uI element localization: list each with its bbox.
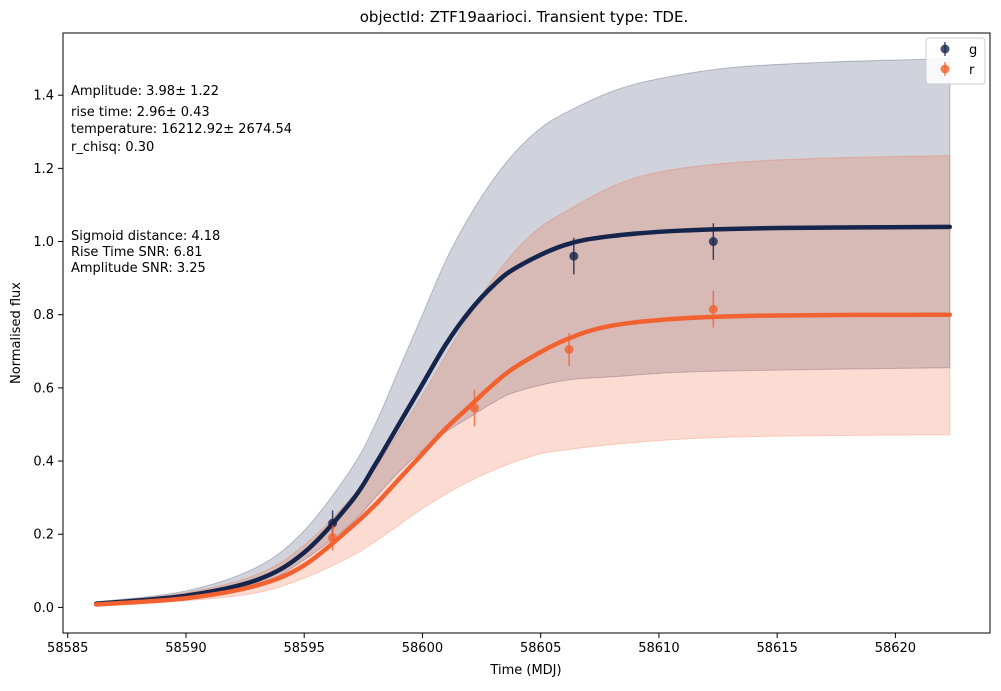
legend-label-r: r (969, 63, 975, 78)
annotation-sigmoid-distance: Sigmoid distance: 4.18 (71, 229, 220, 244)
y-tick-label: 0.2 (33, 528, 54, 543)
x-tick-label: 58620 (875, 641, 916, 656)
x-axis-ticks: 58585 58590 58595 58600 58605 58610 58615 58620 (47, 633, 916, 656)
point-r-1 (469, 403, 479, 413)
point-r-3 (708, 304, 718, 314)
band-r (95, 155, 951, 607)
curve-r (93, 312, 953, 607)
annotation-amplitude-snr: Amplitude SNR: 3.25 (71, 261, 206, 276)
x-tick-label: 58595 (284, 641, 325, 656)
legend-marker-g (940, 44, 950, 54)
point-g-0 (328, 518, 338, 528)
fit-annotations: Amplitude: 3.98± 1.22 rise time: 2.96± 0… (71, 84, 292, 276)
legend-entries: gr (940, 42, 977, 78)
y-tick-label: 1.0 (33, 235, 54, 250)
x-tick-label: 58590 (165, 641, 206, 656)
annotation-r-chisq: r_chisq: 0.30 (71, 140, 154, 155)
y-tick-label: 1.4 (33, 89, 54, 104)
chart-title: objectId: ZTF19aarioci. Transient type: … (360, 8, 688, 26)
y-tick-label: 0.0 (33, 601, 54, 616)
plot-frame (62, 32, 991, 634)
legend-label-g: g (969, 43, 977, 58)
model-curves (93, 224, 953, 607)
uncertainty-bands (95, 58, 951, 607)
y-axis-ticks: 0.0 0.2 0.4 0.6 0.8 1.0 1.2 1.4 (33, 89, 63, 616)
band-g (95, 58, 951, 606)
y-axis-label: Normalised flux (9, 282, 24, 384)
point-r-2 (564, 344, 574, 354)
y-tick-label: 0.4 (33, 455, 54, 470)
x-tick-label: 58615 (756, 641, 797, 656)
point-g-2 (708, 237, 718, 247)
x-axis-label: Time (MDJ) (489, 663, 561, 678)
annotation-amplitude: Amplitude: 3.98± 1.22 (71, 84, 219, 99)
y-tick-label: 1.2 (33, 162, 54, 177)
curve-g (93, 224, 953, 606)
x-tick-label: 58610 (638, 641, 679, 656)
legend: gr (925, 37, 986, 85)
y-tick-label: 0.6 (33, 381, 54, 396)
data-points (328, 223, 718, 551)
annotation-temperature: temperature: 16212.92± 2674.54 (71, 122, 292, 137)
x-tick-label: 58605 (520, 641, 561, 656)
annotation-rise-time: rise time: 2.96± 0.43 (71, 105, 210, 120)
x-tick-label: 58585 (47, 641, 88, 656)
y-tick-label: 0.8 (33, 308, 54, 323)
x-tick-label: 58600 (402, 641, 443, 656)
annotation-rise-time-snr: Rise Time SNR: 6.81 (71, 245, 203, 260)
point-g-1 (569, 251, 579, 261)
legend-marker-r (940, 64, 950, 74)
point-r-0 (328, 533, 338, 543)
